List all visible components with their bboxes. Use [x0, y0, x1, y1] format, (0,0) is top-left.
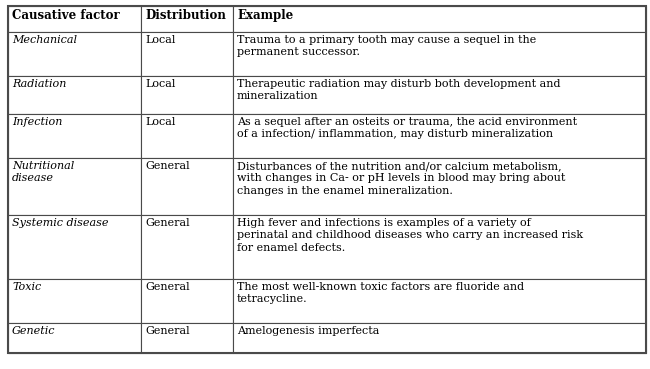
Text: Genetic: Genetic [12, 326, 55, 336]
Text: Mechanical: Mechanical [12, 35, 77, 45]
Bar [8, 279, 141, 323]
Text: High fever and infections is examples of a variety of
perinatal and childhood di: High fever and infections is examples of… [237, 218, 583, 253]
Bar [8, 215, 141, 279]
Bar [233, 76, 646, 114]
Text: Radiation: Radiation [12, 79, 66, 89]
Text: Local: Local [145, 117, 176, 127]
Bar [141, 158, 233, 215]
Bar [8, 6, 141, 32]
Text: Therapeutic radiation may disturb both development and
mineralization: Therapeutic radiation may disturb both d… [237, 79, 560, 101]
Text: The most well-known toxic factors are fluoride and
tetracycline.: The most well-known toxic factors are fl… [237, 282, 524, 304]
Bar [8, 114, 141, 158]
Bar [141, 6, 233, 32]
Text: Local: Local [145, 35, 176, 45]
Text: Causative factor: Causative factor [12, 9, 120, 22]
Text: Distribution: Distribution [145, 9, 226, 22]
Bar [141, 76, 233, 114]
Text: Systemic disease: Systemic disease [12, 218, 109, 228]
Text: As a sequel after an osteits or trauma, the acid environment
of a infection/ inf: As a sequel after an osteits or trauma, … [237, 117, 577, 139]
Bar [141, 279, 233, 323]
Bar [233, 114, 646, 158]
Text: Toxic: Toxic [12, 282, 41, 292]
Bar [233, 215, 646, 279]
Bar [233, 323, 646, 353]
Text: Example: Example [237, 9, 293, 22]
Text: General: General [145, 161, 190, 171]
Text: Nutritional
disease: Nutritional disease [12, 161, 74, 183]
Bar [8, 32, 141, 76]
Bar [233, 32, 646, 76]
Text: General: General [145, 326, 190, 336]
Bar [233, 279, 646, 323]
Bar [233, 158, 646, 215]
Bar [141, 114, 233, 158]
Bar [233, 6, 646, 32]
Text: Amelogenesis imperfecta: Amelogenesis imperfecta [237, 326, 380, 336]
Bar [8, 323, 141, 353]
Bar [8, 76, 141, 114]
Bar [141, 323, 233, 353]
Bar [141, 215, 233, 279]
Text: Disturbances of the nutrition and/or calcium metabolism,
with changes in Ca- or : Disturbances of the nutrition and/or cal… [237, 161, 566, 196]
Text: Trauma to a primary tooth may cause a sequel in the
permanent successor.: Trauma to a primary tooth may cause a se… [237, 35, 536, 58]
Text: General: General [145, 282, 190, 292]
Text: Infection: Infection [12, 117, 62, 127]
Bar [141, 32, 233, 76]
Text: Local: Local [145, 79, 176, 89]
Text: General: General [145, 218, 190, 228]
Bar [8, 158, 141, 215]
